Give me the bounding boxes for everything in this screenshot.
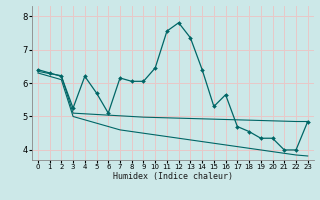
X-axis label: Humidex (Indice chaleur): Humidex (Indice chaleur) [113,172,233,181]
